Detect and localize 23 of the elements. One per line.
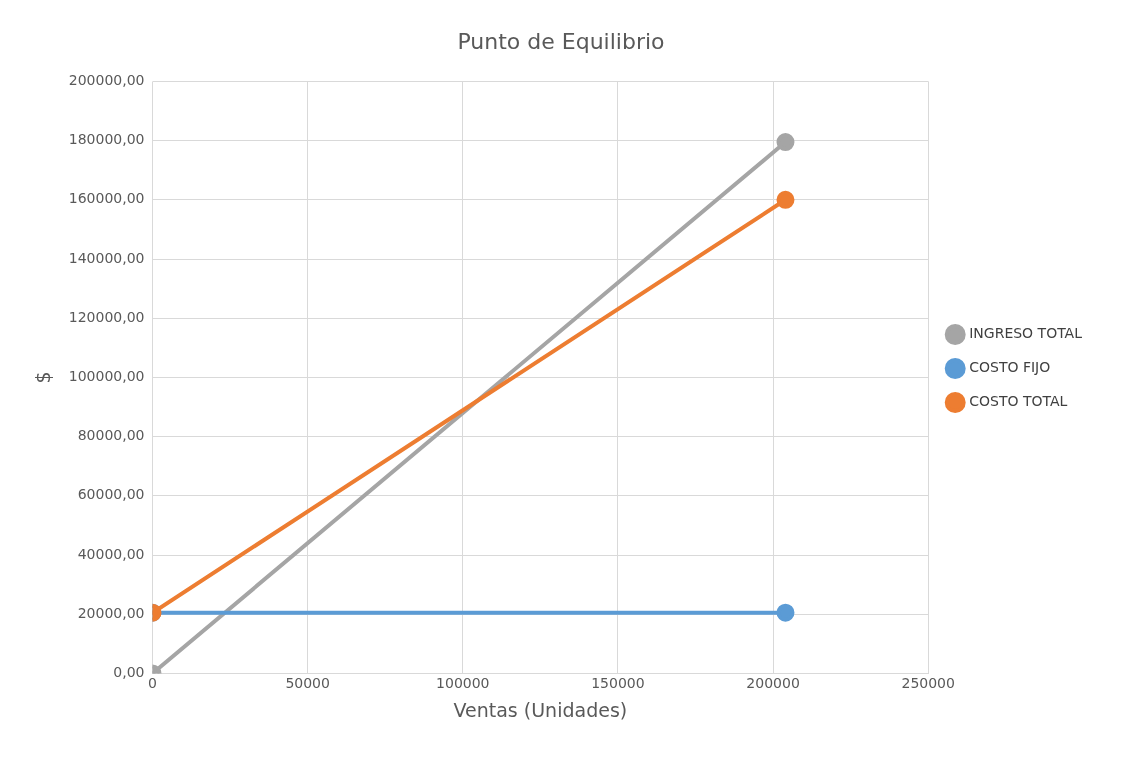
y-tick-label: 20000,00 (77, 604, 145, 621)
y-tick-label: 100000,00 (68, 368, 145, 385)
legend-label: COSTO TOTAL (969, 393, 1068, 410)
y-tick-label: 160000,00 (68, 190, 145, 207)
legend-label: COSTO FIJO (969, 359, 1051, 376)
x-tick-label: 250000 (901, 675, 955, 692)
y-tick-label: 80000,00 (77, 427, 145, 444)
x-tick-label: 150000 (591, 675, 645, 692)
x-axis-title: Ventas (Unidades) (453, 698, 628, 721)
y-axis-title: $ (32, 371, 55, 384)
legend-label: INGRESO TOTAL (969, 325, 1083, 342)
x-tick-label: 0 (148, 675, 157, 692)
y-tick-label: 40000,00 (77, 545, 145, 562)
y-tick-label: 140000,00 (68, 249, 145, 266)
y-tick-label: 120000,00 (68, 308, 145, 325)
y-tick-label: 60000,00 (77, 486, 145, 503)
y-tick-label: 180000,00 (68, 131, 145, 148)
x-tick-label: 200000 (746, 675, 800, 692)
x-tick-label: 50000 (285, 675, 330, 692)
chart-title: Punto de Equilibrio (457, 28, 665, 54)
y-tick-label: 0,00 (113, 664, 145, 681)
y-tick-label: 200000,00 (68, 72, 145, 89)
x-tick-label: 100000 (436, 675, 490, 692)
